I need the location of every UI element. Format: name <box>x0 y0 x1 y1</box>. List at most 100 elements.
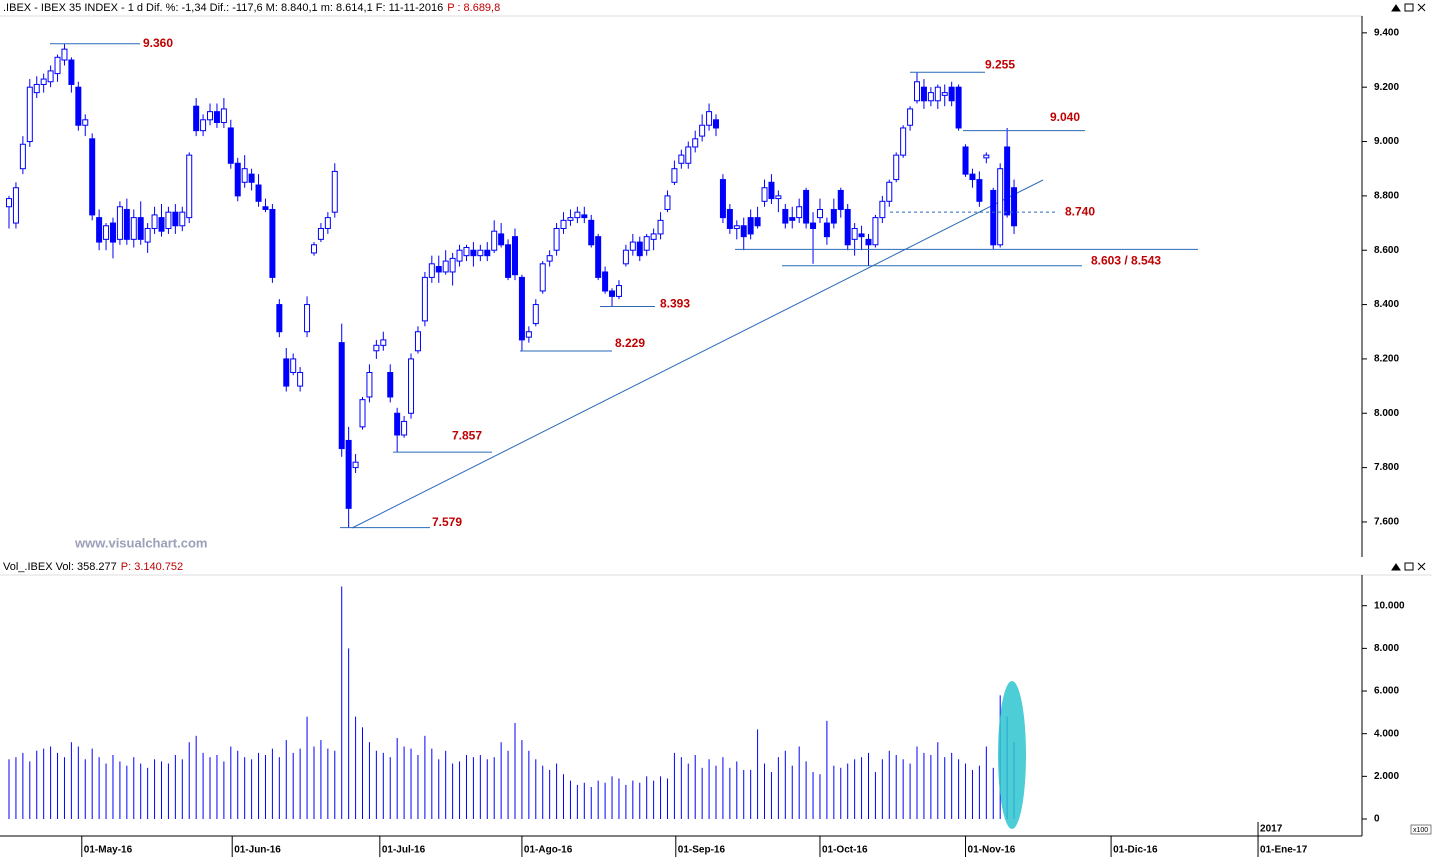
candle-body <box>823 222 830 238</box>
candle-body <box>317 227 324 240</box>
candle-body <box>983 154 990 159</box>
candle-body <box>747 217 754 235</box>
candle-body <box>297 372 304 387</box>
candle-body <box>879 200 886 219</box>
x-tick-label: 01-Ago-16 <box>524 845 573 856</box>
candle-body <box>941 92 948 96</box>
candle-body <box>629 241 636 251</box>
button-close[interactable] <box>1417 562 1426 571</box>
candle-body <box>220 108 227 124</box>
candle-body <box>435 266 442 273</box>
candle-body <box>505 244 512 278</box>
level-label: 8.229 <box>615 336 645 350</box>
candle-body <box>158 217 165 232</box>
candle-body <box>421 276 428 322</box>
candle-body <box>518 276 525 341</box>
candle-body <box>12 187 19 224</box>
candle-body <box>179 211 186 227</box>
candle-body <box>602 271 609 292</box>
candle-body <box>886 181 893 202</box>
candle-body <box>54 56 61 75</box>
candle-body <box>470 249 477 257</box>
candle-body <box>622 249 629 265</box>
candle-body <box>567 217 574 221</box>
candle-body <box>310 244 317 254</box>
candle-body <box>837 189 844 210</box>
y-tick-label: 4.000 <box>1374 728 1399 739</box>
candle-body <box>740 225 747 238</box>
candle-body <box>213 111 220 124</box>
candle-body <box>900 127 907 156</box>
candle-body <box>68 59 75 85</box>
candle-body <box>830 208 837 224</box>
candle-body <box>969 173 976 181</box>
candle-body <box>6 198 13 208</box>
candle-body <box>920 86 927 102</box>
button-up[interactable] <box>1391 4 1401 12</box>
button-up[interactable] <box>1391 563 1401 571</box>
candle-body <box>283 358 290 387</box>
scale-note-box <box>1410 824 1432 835</box>
candle-body <box>484 249 491 257</box>
candle-body <box>366 372 373 398</box>
candle-body <box>990 189 997 246</box>
candle-body <box>276 304 283 333</box>
candle-body <box>255 184 262 202</box>
candle-body <box>907 108 914 126</box>
candle-body <box>241 168 248 183</box>
candle-body <box>207 111 214 121</box>
candle-body <box>331 170 338 213</box>
chart-header: .IBEX - IBEX 35 INDEX - 1 d Dif. %: -1,3… <box>3 2 500 14</box>
candle-body <box>914 81 921 102</box>
candle-body <box>40 78 47 85</box>
button-max[interactable] <box>1404 3 1414 12</box>
button-max[interactable] <box>1404 562 1414 571</box>
candle-body <box>761 187 768 202</box>
candle-body <box>539 263 546 292</box>
candle-body <box>477 249 484 257</box>
candle-body <box>588 219 595 246</box>
watermark: www.visualchart.com <box>74 535 207 550</box>
candle-body <box>151 214 158 229</box>
y-tick-label: 8.000 <box>1374 408 1399 419</box>
candle-body <box>733 225 740 229</box>
candle-body <box>449 257 456 273</box>
candle-body <box>137 217 144 240</box>
trend-line <box>351 179 1044 529</box>
candle-body <box>581 214 588 219</box>
level-label: 7.579 <box>432 515 462 529</box>
y-tick-label: 8.400 <box>1374 299 1399 310</box>
candle-body <box>893 154 900 181</box>
y-tick-label: 6.000 <box>1374 686 1399 697</box>
button-close[interactable] <box>1417 3 1426 12</box>
candle-body <box>955 86 962 129</box>
level-label: 8.393 <box>660 297 690 311</box>
candle-body <box>401 420 408 436</box>
level-label: 7.857 <box>452 428 482 442</box>
level-label: 9.040 <box>1050 110 1080 124</box>
candle-body <box>796 206 803 219</box>
candle-body <box>89 138 96 216</box>
candle-body <box>269 208 276 278</box>
y-tick-label: 10.000 <box>1374 600 1405 611</box>
x-tick-label: 01-Oct-16 <box>822 845 868 856</box>
y-tick-label: 8.200 <box>1374 354 1399 365</box>
candle-body <box>103 225 110 240</box>
y-tick-label: 9.000 <box>1374 136 1399 147</box>
candle-body <box>172 211 179 227</box>
candle-body <box>997 168 1004 246</box>
candle-body <box>948 86 955 102</box>
candle-body <box>491 230 498 251</box>
candle-body <box>498 233 505 246</box>
candle-body <box>324 217 331 229</box>
candle-body <box>75 86 82 126</box>
candle-body <box>61 48 68 61</box>
candle-body <box>962 146 969 175</box>
level-label: 8.603 / 8.543 <box>1091 254 1161 268</box>
candle-body <box>872 217 879 246</box>
y-tick-label: 0 <box>1374 814 1380 825</box>
candle-body <box>82 119 89 126</box>
year-label: 2017 <box>1260 824 1283 835</box>
